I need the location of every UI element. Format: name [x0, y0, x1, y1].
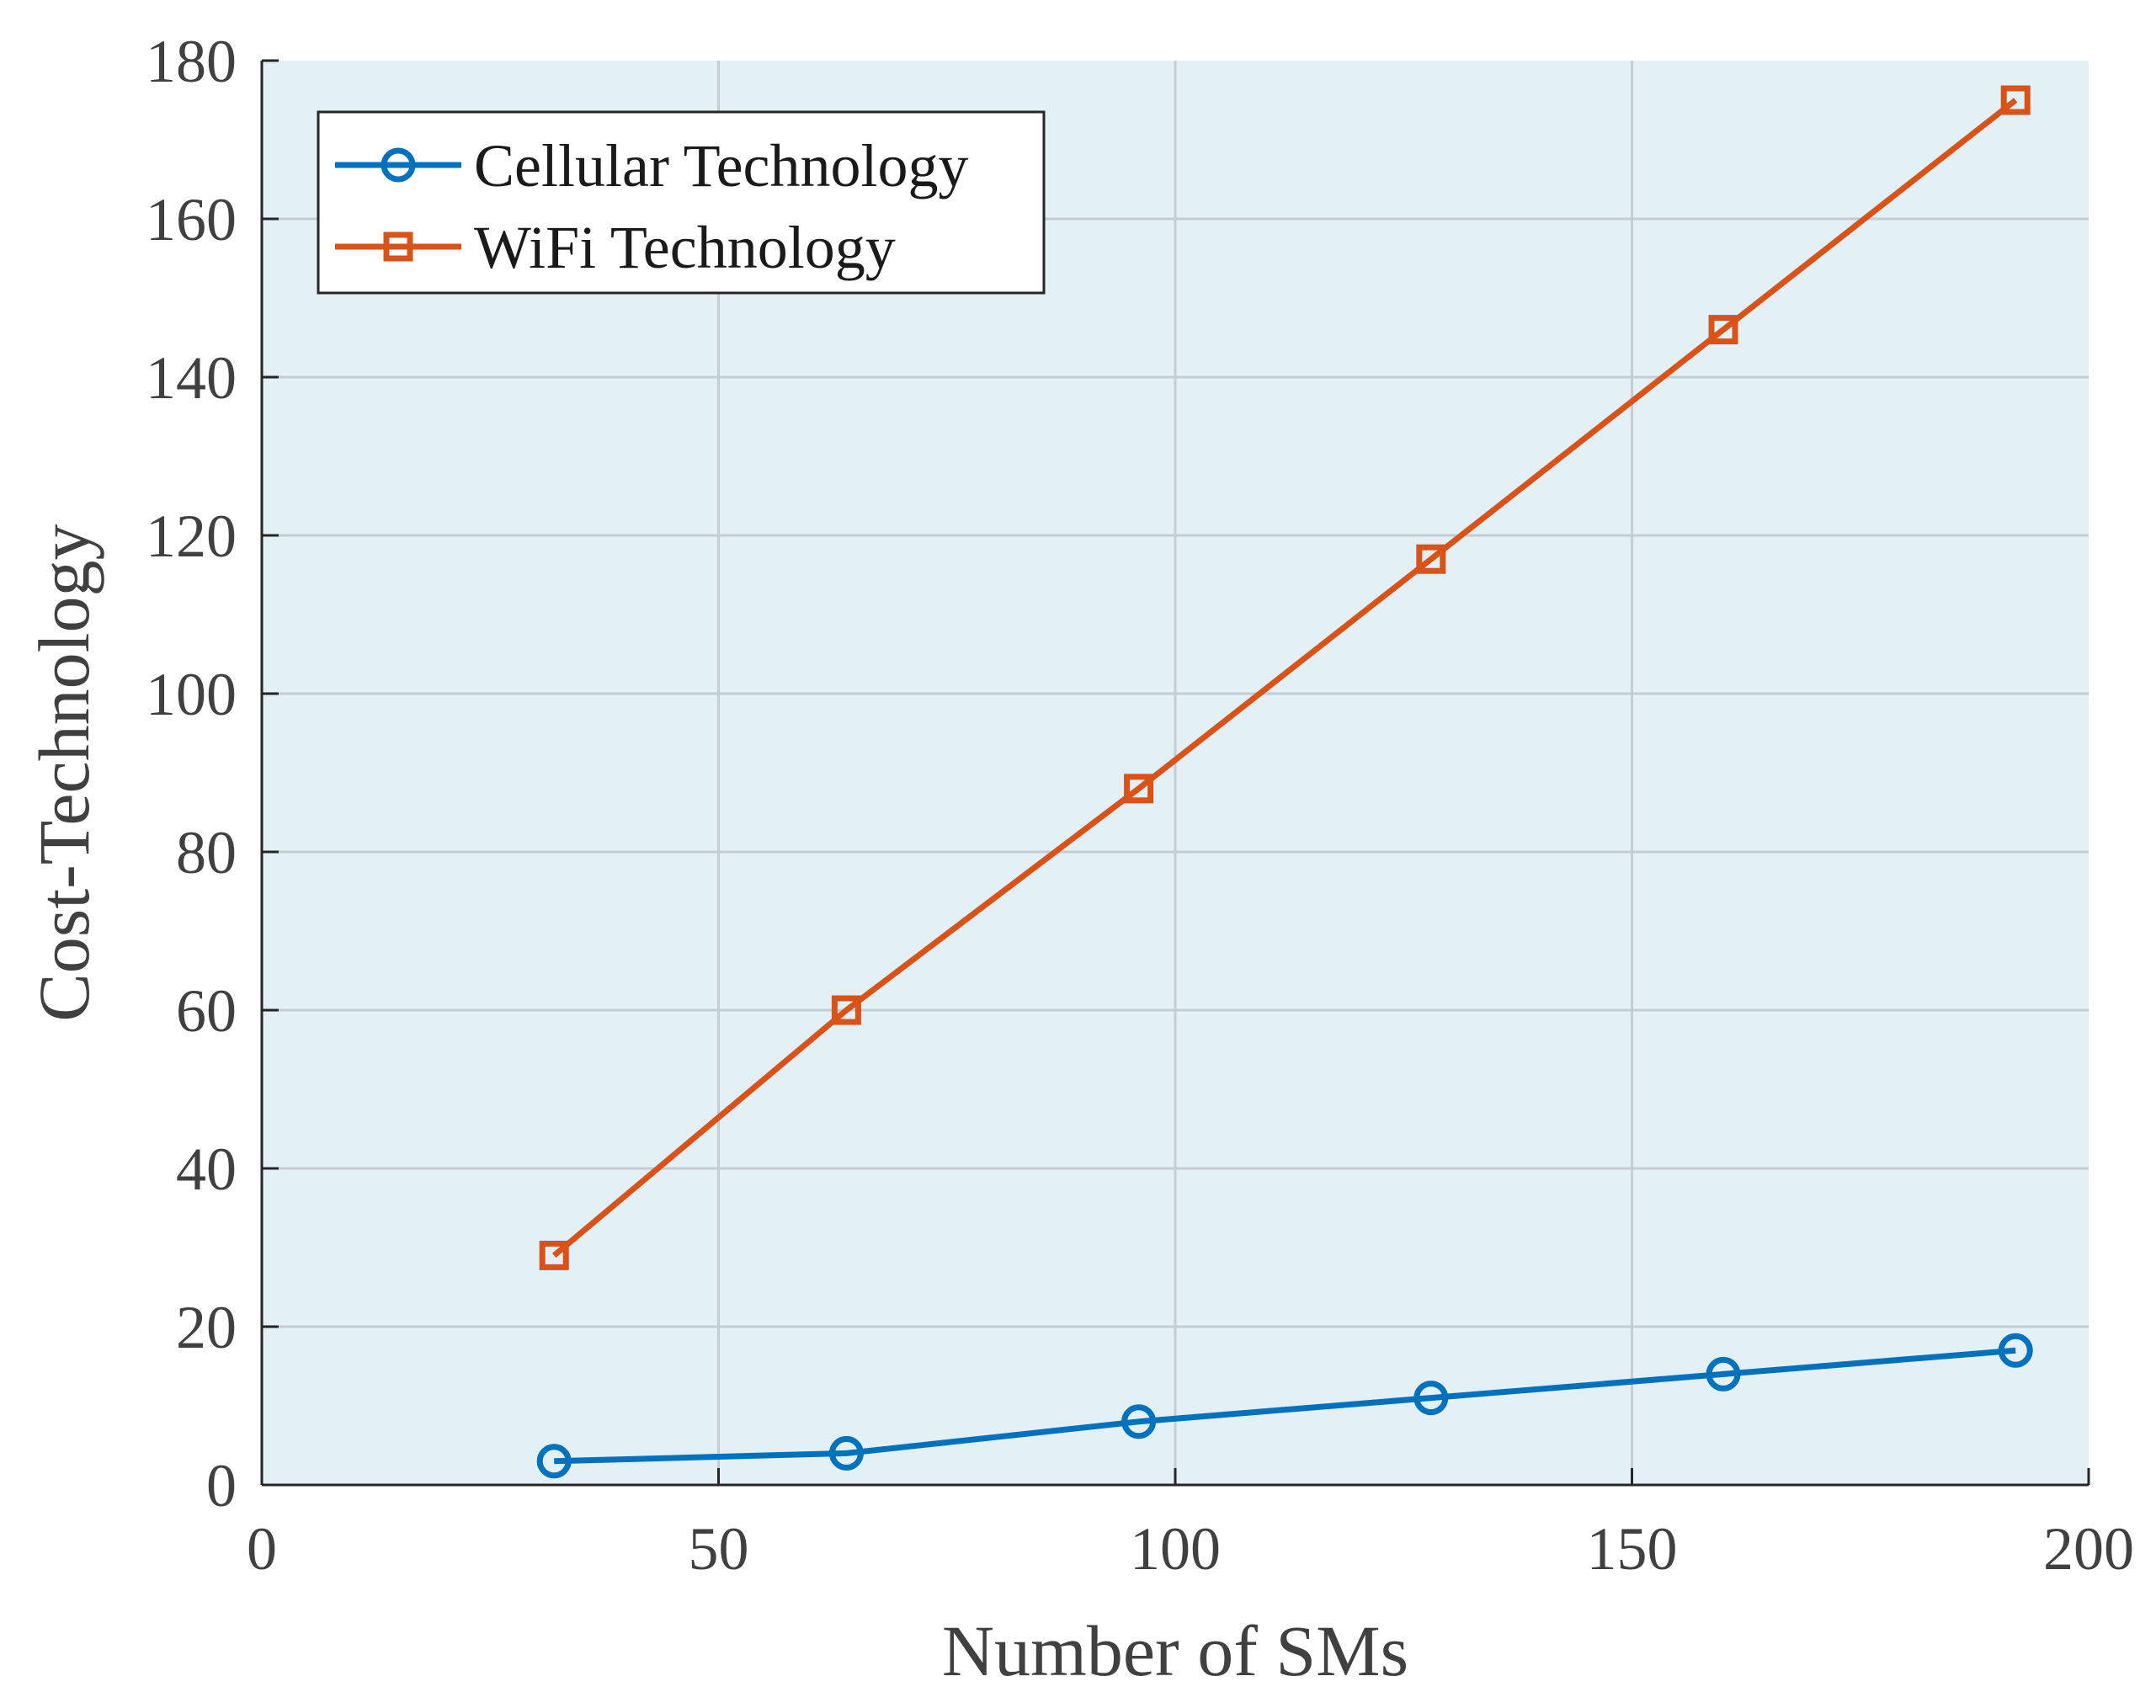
axes — [260, 59, 2090, 1487]
legend-label-cellular-technology: Cellular Technology — [474, 132, 969, 200]
series-wifi-technology — [539, 85, 2031, 1270]
data-point-cellular-technology — [1998, 1333, 2033, 1368]
series-cellular-technology — [536, 1333, 2033, 1479]
y-tick-label: 20 — [176, 1294, 237, 1361]
y-tick-label: 0 — [206, 1452, 237, 1519]
y-tick-label: 120 — [146, 503, 237, 570]
data-point-wifi-technology — [1708, 315, 1738, 345]
data-point-wifi-technology — [539, 1240, 569, 1270]
y-tick-label: 140 — [146, 344, 237, 412]
grid — [262, 61, 2089, 1485]
y-tick-label: 160 — [146, 186, 237, 253]
legend-marker-cellular-technology — [381, 147, 416, 183]
data-point-cellular-technology — [536, 1444, 572, 1479]
x-tick-label: 0 — [247, 1515, 277, 1583]
legend-marker-wifi-technology — [383, 231, 413, 262]
data-point-cellular-technology — [828, 1435, 864, 1471]
series-line-wifi-technology — [551, 98, 2018, 1258]
y-axis-title: Cost-Technology — [24, 524, 104, 1021]
data-point-wifi-technology — [1416, 544, 1446, 574]
y-tick-label: 60 — [176, 977, 237, 1045]
y-tick-label: 40 — [176, 1136, 237, 1203]
y-tick-label: 180 — [146, 28, 237, 95]
data-point-wifi-technology — [1124, 774, 1154, 804]
x-tick-label: 150 — [1587, 1515, 1678, 1583]
series-line-cellular-technology — [554, 1347, 2016, 1465]
legend-box — [317, 110, 1046, 295]
x-axis-title: Number of SMs — [942, 1610, 1408, 1691]
y-tick-label: 100 — [146, 661, 237, 728]
data-point-cellular-technology — [1121, 1404, 1157, 1439]
legend-label-wifi-technology: WiFi Technology — [474, 214, 896, 281]
data-point-wifi-technology — [831, 995, 861, 1025]
y-tick-label: 80 — [176, 819, 237, 886]
legend: Cellular Technology WiFi Technology — [317, 110, 1046, 295]
data-point-wifi-technology — [2000, 85, 2031, 115]
tick-labels: 0 50 100 150 200 0 20 40 60 80 100 120 140 160 180 — [146, 28, 2134, 1583]
data-point-cellular-technology — [1706, 1356, 1741, 1391]
x-tick-label: 100 — [1130, 1515, 1221, 1583]
data-point-cellular-technology — [1413, 1381, 1449, 1416]
series-layer — [536, 85, 2033, 1479]
x-tick-label: 50 — [689, 1515, 749, 1583]
x-tick-label: 200 — [2043, 1515, 2134, 1583]
